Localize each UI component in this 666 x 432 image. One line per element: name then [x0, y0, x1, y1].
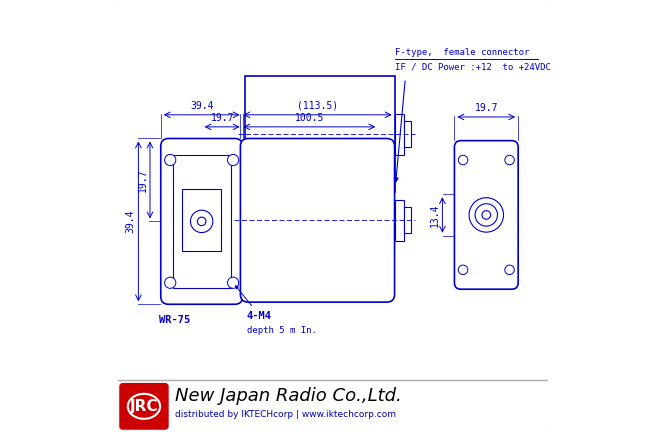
Text: (113.5): (113.5)	[297, 101, 338, 111]
Circle shape	[165, 277, 176, 288]
Text: 13.4: 13.4	[430, 203, 440, 227]
Text: IF / DC Power :+12  to +24VDC: IF / DC Power :+12 to +24VDC	[396, 63, 551, 72]
FancyBboxPatch shape	[454, 141, 518, 289]
FancyBboxPatch shape	[161, 139, 242, 304]
Text: 4-M4: 4-M4	[247, 311, 272, 321]
Text: 39.4: 39.4	[190, 101, 213, 111]
Bar	[172, 155, 230, 288]
Bar	[404, 121, 411, 147]
Text: F-type,  female connector: F-type, female connector	[396, 48, 530, 57]
Circle shape	[228, 154, 238, 165]
Text: 39.4: 39.4	[125, 210, 135, 233]
Circle shape	[458, 265, 468, 275]
Circle shape	[505, 265, 514, 275]
Bar	[394, 200, 404, 241]
Circle shape	[469, 198, 503, 232]
Circle shape	[458, 155, 468, 165]
Circle shape	[505, 155, 514, 165]
Text: New Japan Radio Co.,Ltd.: New Japan Radio Co.,Ltd.	[175, 387, 402, 405]
Text: distributed by IKTECHcorp | www.iktechcorp.com: distributed by IKTECHcorp | www.iktechco…	[175, 410, 396, 419]
Text: JRC: JRC	[130, 399, 159, 414]
Circle shape	[228, 277, 238, 288]
Bar	[394, 114, 404, 155]
Text: 19.7: 19.7	[475, 103, 498, 113]
Circle shape	[190, 210, 213, 232]
Bar	[182, 189, 221, 251]
Text: 19.7: 19.7	[210, 114, 234, 124]
Ellipse shape	[128, 394, 160, 419]
Text: WR-75: WR-75	[159, 315, 190, 325]
FancyBboxPatch shape	[121, 384, 168, 429]
Text: 100.5: 100.5	[294, 114, 324, 124]
Circle shape	[482, 211, 491, 219]
Circle shape	[165, 154, 176, 165]
Bar	[404, 207, 411, 233]
Text: 19.7: 19.7	[137, 168, 147, 192]
Circle shape	[197, 217, 206, 226]
Bar	[244, 76, 394, 192]
Circle shape	[475, 204, 498, 226]
Text: depth 5 m In.: depth 5 m In.	[247, 326, 317, 335]
FancyBboxPatch shape	[240, 139, 394, 302]
